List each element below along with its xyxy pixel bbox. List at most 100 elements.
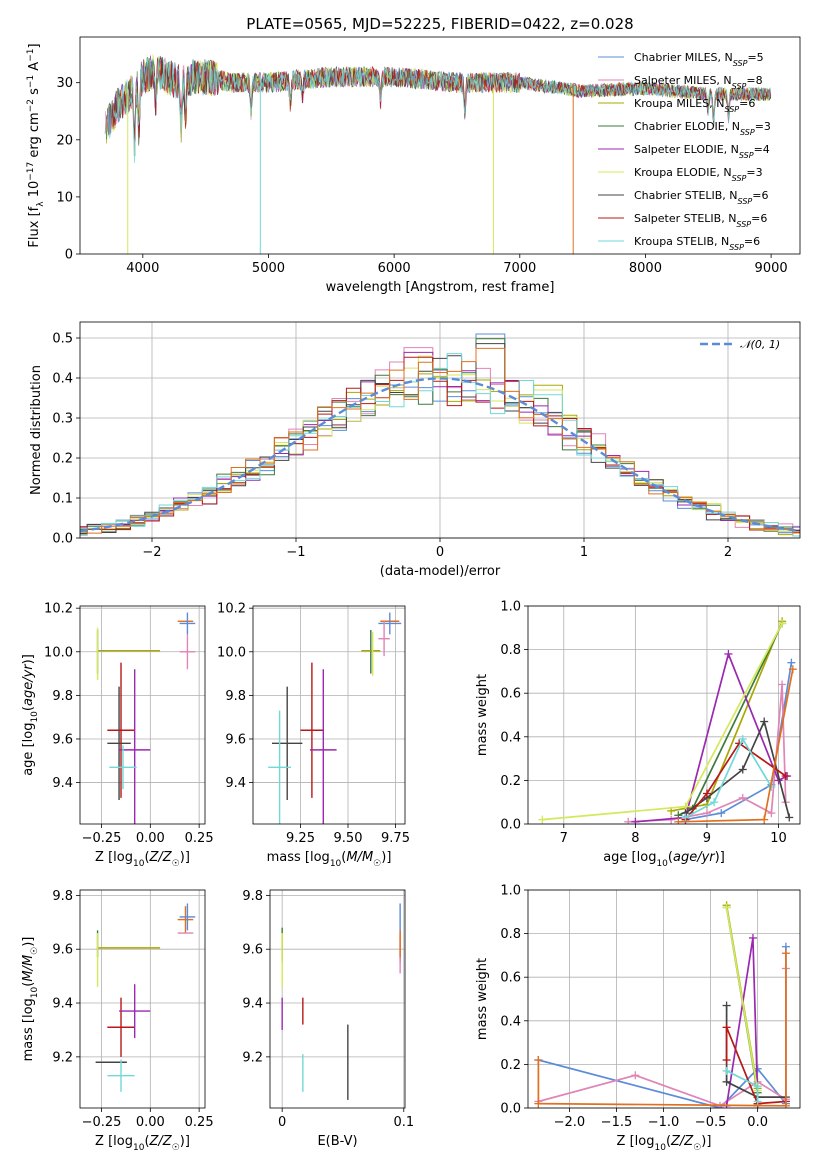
legend-label: Chabrier STELIB, NSSP=6 <box>634 189 768 206</box>
y-tick-label: 9.8 <box>242 889 263 904</box>
weight-marker <box>681 813 690 822</box>
x-tick-label: 0.00 <box>136 831 165 846</box>
errorbar-point <box>119 669 151 824</box>
x-tick-label: −0.25 <box>82 1115 122 1130</box>
mass-vs-EBV-xlabel: E(B-V) <box>317 1134 357 1149</box>
x-tick-label: 6000 <box>378 261 411 276</box>
y-tick-label: 0.6 <box>500 971 521 986</box>
label-part: Z/Z <box>670 1134 694 1149</box>
age-vs-mass-axes: 9.25 9.50 9.75 9.4 9.6 9.8 10.0 10.2 <box>217 602 410 846</box>
y-tick-label: 10.2 <box>44 602 73 617</box>
spectrum-series <box>104 54 772 254</box>
label-part: ☉ <box>373 859 381 869</box>
y-tick-label: 1.0 <box>500 884 521 899</box>
label-part: ) <box>715 850 720 865</box>
label-part: age/yr <box>673 850 716 865</box>
legend-name: Chabrier ELODIE, N <box>634 120 740 133</box>
y-tick-label: 0.4 <box>500 730 521 745</box>
x-tick-label: 2 <box>724 545 732 560</box>
weight-marker <box>781 1101 790 1108</box>
weight-marker <box>738 734 747 743</box>
legend-label: Salpeter MILES, NSSP=8 <box>634 74 763 91</box>
errorbar-point <box>300 662 324 798</box>
y-tick-label: 0.2 <box>500 1058 521 1073</box>
weight-marker <box>778 619 787 628</box>
weight-marker <box>702 809 711 818</box>
errorbar-point <box>107 1059 135 1092</box>
x-tick-label: 5000 <box>252 261 285 276</box>
errorbar-point <box>272 686 303 801</box>
legend-sub: SSP <box>740 128 755 137</box>
legend-count: =6 <box>752 189 768 202</box>
x-tick-label: −1.0 <box>648 1115 680 1130</box>
weight-vs-Z-ylabel: mass weight <box>475 958 490 1040</box>
errorbar-point <box>179 634 196 670</box>
age-vs-mass-points <box>268 612 402 824</box>
label-part: ) <box>180 850 185 865</box>
label-part: A <box>27 62 42 75</box>
y-tick-label: 10.0 <box>44 645 73 660</box>
label-part: ) <box>21 659 36 664</box>
label-part: 10 <box>133 859 145 869</box>
weight-marker <box>722 1056 731 1065</box>
label-part: ] <box>21 654 36 659</box>
weight-marker <box>710 798 719 807</box>
legend-sub: SSP <box>738 197 753 206</box>
weight-vs-Z-frame <box>527 889 801 1109</box>
label-part: Z [ <box>617 1134 635 1149</box>
legend-sub: SSP <box>729 243 744 252</box>
y-tick-label: 0.0 <box>500 818 521 833</box>
x-tick-label: −2.0 <box>554 1115 586 1130</box>
mass-vs-EBV-frame <box>269 889 406 1109</box>
y-tick-label: 9.6 <box>52 732 73 747</box>
errorbar-point <box>268 710 291 824</box>
label-part: −1 <box>26 49 36 62</box>
age-vs-Z-points <box>96 612 196 824</box>
label-part: 10 <box>330 859 342 869</box>
weight-marker <box>534 1056 543 1065</box>
x-tick-label: 9 <box>703 831 711 846</box>
weight-marker <box>722 903 731 912</box>
weight-marker <box>717 809 726 818</box>
x-tick-label: 0.1 <box>393 1115 414 1130</box>
legend-count: =3 <box>746 166 762 179</box>
errorbar-point <box>109 745 137 790</box>
label-part: ) <box>21 942 36 947</box>
x-tick-label: 9000 <box>755 261 788 276</box>
legend-count: =6 <box>744 235 760 248</box>
age-vs-mass-xlabel: mass [log10(M/M☉)] <box>267 850 392 869</box>
label-part: mass [ <box>267 850 310 865</box>
figure-title: PLATE=0565, MJD=52225, FIBERID=0422, z=0… <box>246 15 633 33</box>
weight-marker <box>722 1077 731 1086</box>
errorbar-point <box>177 906 194 934</box>
label-part: ] <box>706 1134 711 1149</box>
weight-line-8 <box>685 737 773 819</box>
y-tick-label: 9.6 <box>52 943 73 958</box>
y-tick-label: 0.0 <box>500 1102 521 1117</box>
x-tick-label: 0.25 <box>185 831 214 846</box>
x-tick-label: 9.50 <box>334 831 363 846</box>
weight-marker <box>760 717 769 726</box>
x-tick-label: −1.5 <box>601 1115 633 1130</box>
y-tick-label: 9.4 <box>225 776 246 791</box>
label-part: Z [ <box>95 850 113 865</box>
label-part: ☉ <box>172 859 180 869</box>
weight-marker <box>788 665 797 674</box>
x-tick-label: 0.25 <box>185 1115 214 1130</box>
residuals-xlabel: (data-model)/error <box>380 564 501 579</box>
mass-vs-Z-xlabel: Z [log10(Z/Z☉)] <box>95 1134 190 1153</box>
age-vs-Z-xlabel: Z [log10(Z/Z☉)] <box>95 850 190 869</box>
spectrum-axes: 4000 5000 6000 7000 8000 9000 0 10 20 30 <box>56 76 787 276</box>
normal-legend-label: 𝒩(0, 1) <box>740 338 780 351</box>
y-tick-label: 0 <box>65 248 73 263</box>
label-part: age [ <box>603 850 636 865</box>
label-part: ☉ <box>30 947 40 955</box>
label-part: M/M <box>21 955 36 982</box>
mass-vs-EBV-points <box>281 903 401 1100</box>
label-part: 10 <box>656 859 668 869</box>
label-part: ) <box>381 850 386 865</box>
weight-vs-Z-series <box>534 901 790 1108</box>
weight-marker <box>724 649 733 658</box>
weight-vs-Z-xlabel: Z [log10(Z/Z☉)] <box>617 1134 712 1153</box>
